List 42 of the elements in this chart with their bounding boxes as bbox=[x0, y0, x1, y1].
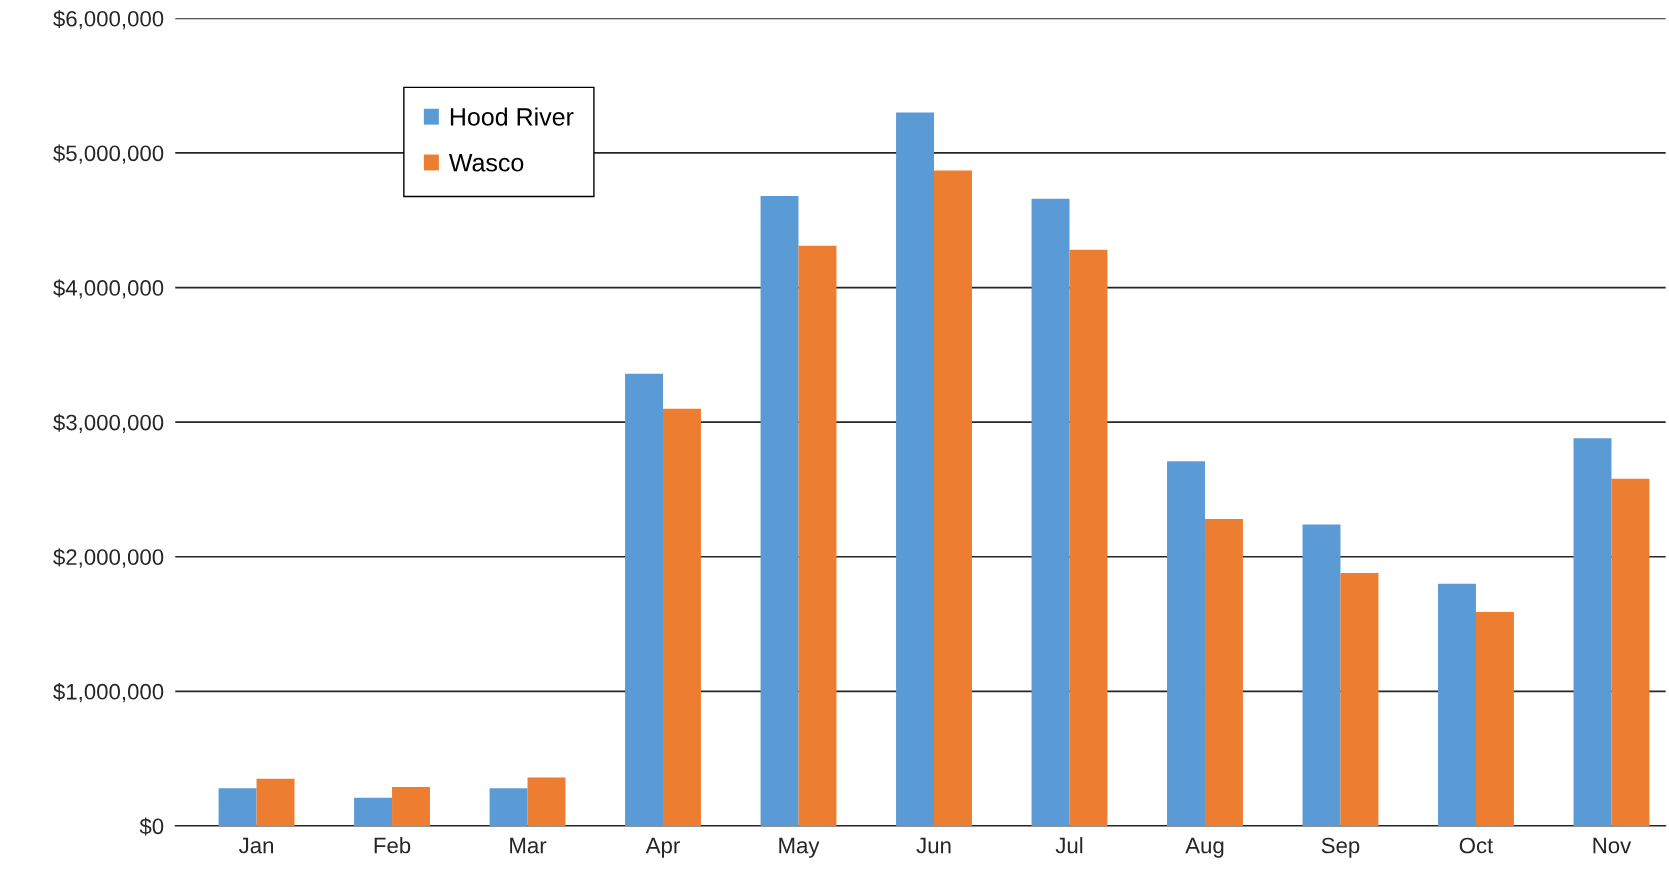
bar bbox=[1340, 572, 1379, 826]
x-tick-label: Aug bbox=[1185, 837, 1224, 858]
bar bbox=[218, 788, 257, 826]
y-tick-label: $5,000,000 bbox=[53, 144, 164, 164]
y-tick-label: $0 bbox=[139, 817, 164, 836]
bar bbox=[354, 797, 393, 826]
x-tick-label: Feb bbox=[374, 837, 411, 854]
bar bbox=[489, 788, 528, 826]
bar bbox=[527, 777, 566, 826]
bar bbox=[625, 373, 664, 826]
legend-label: Hood River bbox=[450, 107, 574, 126]
x-tick-label: Oct bbox=[1459, 837, 1494, 854]
bar bbox=[1573, 438, 1612, 826]
x-tick-label: Mar bbox=[510, 837, 547, 854]
x-tick-label: Apr bbox=[645, 837, 680, 858]
bar bbox=[663, 408, 701, 826]
bar bbox=[1302, 524, 1341, 826]
bar bbox=[896, 112, 934, 826]
x-tick-label: Nov bbox=[1593, 837, 1632, 854]
x-tick-label: Sep bbox=[1321, 837, 1360, 858]
y-tick-label: $2,000,000 bbox=[53, 548, 164, 568]
bar bbox=[256, 778, 295, 826]
x-tick-label: Jul bbox=[1055, 837, 1083, 854]
legend-label: Wasco bbox=[448, 154, 524, 172]
bar bbox=[1031, 198, 1070, 826]
x-tick-label: May bbox=[779, 837, 820, 858]
bar bbox=[1611, 478, 1650, 826]
bar bbox=[1438, 583, 1476, 826]
bar bbox=[1069, 249, 1108, 826]
bar bbox=[1167, 461, 1205, 826]
y-tick-label: $1,000,000 bbox=[53, 682, 164, 703]
bar bbox=[1475, 611, 1514, 826]
bar bbox=[1204, 519, 1243, 826]
y-tick-label: $3,000,000 bbox=[53, 413, 164, 434]
bar bbox=[760, 196, 799, 826]
y-tick-label: $6,000,000 bbox=[53, 9, 164, 30]
bar bbox=[798, 245, 837, 826]
bar bbox=[934, 170, 972, 826]
x-tick-label: Jan bbox=[238, 837, 274, 854]
bar bbox=[392, 786, 430, 826]
y-tick-label: $4,000,000 bbox=[53, 279, 164, 299]
x-tick-label: Jun bbox=[916, 837, 951, 854]
